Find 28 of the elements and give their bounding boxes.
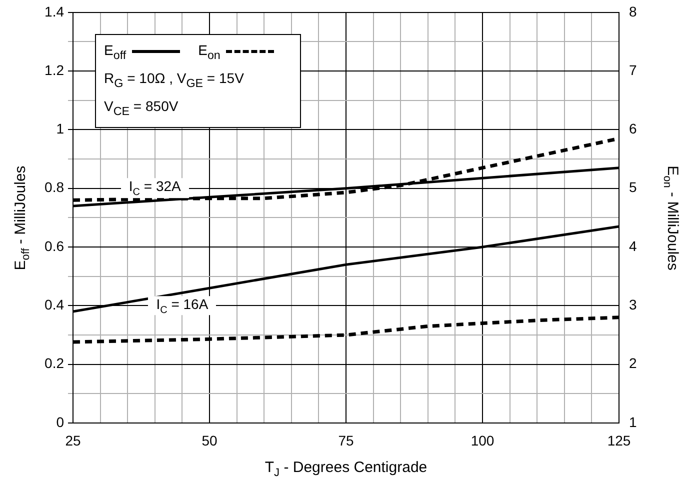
annotation: I$_{C}$ = 16A	[148, 296, 216, 316]
x-tick-label: 25	[65, 432, 81, 448]
x-tick-label: 125	[607, 432, 631, 448]
annotation: I$_{C}$ = 32A	[120, 178, 189, 198]
annotation: V$_{CE}$ = 850V	[104, 96, 180, 120]
x-axis-title: T$_{J}$ - Degrees Centigrade	[264, 459, 428, 479]
x-tick-label: 100	[470, 432, 494, 448]
y-tick-label: 0.8	[44, 179, 64, 196]
legend-label: E$_{off}$	[104, 42, 126, 62]
y-tick-label: 1.2	[44, 62, 64, 78]
annotation: R$_{G}$ = 10Ω , V$_{GE}$ = 15V	[104, 69, 245, 92]
y2-tick-label: 7	[629, 62, 637, 78]
y2-tick-label: 8	[629, 3, 637, 20]
y2-tick-label: 3	[629, 296, 637, 313]
y-tick-label: 0.4	[44, 296, 64, 313]
x-tick-label: 75	[338, 432, 354, 448]
y2-tick-label: 6	[629, 120, 637, 137]
y2-tick-label: 4	[629, 238, 637, 254]
y-tick-label: 0	[56, 414, 64, 430]
y-tick-label: 1	[56, 120, 64, 137]
y2-tick-label: 2	[629, 355, 637, 372]
y-tick-label: 0.6	[44, 238, 64, 254]
y2-tick-label: 1	[629, 414, 637, 430]
y-tick-label: 1.4	[44, 3, 64, 20]
x-tick-label: 50	[202, 432, 218, 448]
legend-label: E$_{on}$	[198, 42, 220, 62]
y2-tick-label: 5	[629, 179, 637, 196]
y-tick-label: 0.2	[44, 355, 64, 372]
